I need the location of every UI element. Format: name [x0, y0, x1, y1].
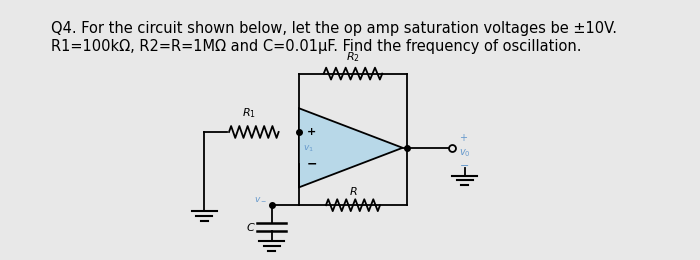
- Text: +: +: [307, 127, 316, 137]
- Text: $R$: $R$: [349, 185, 357, 197]
- Text: $C$: $C$: [246, 221, 256, 233]
- Text: $v_1$: $v_1$: [303, 144, 314, 154]
- Polygon shape: [299, 108, 402, 187]
- Text: $v_-$: $v_-$: [254, 194, 267, 203]
- Text: −: −: [459, 161, 469, 171]
- Text: $R_2$: $R_2$: [346, 50, 360, 64]
- Text: +: +: [459, 133, 468, 143]
- Text: Q4. For the circuit shown below, let the op amp saturation voltages be ±10V.: Q4. For the circuit shown below, let the…: [51, 21, 617, 36]
- Text: −: −: [307, 157, 317, 170]
- Text: $R_1$: $R_1$: [242, 106, 256, 120]
- Text: $v_0$: $v_0$: [459, 147, 471, 159]
- Text: R1=100kΩ, R2=R=1MΩ and C=0.01μF. Find the frequency of oscillation.: R1=100kΩ, R2=R=1MΩ and C=0.01μF. Find th…: [51, 39, 582, 54]
